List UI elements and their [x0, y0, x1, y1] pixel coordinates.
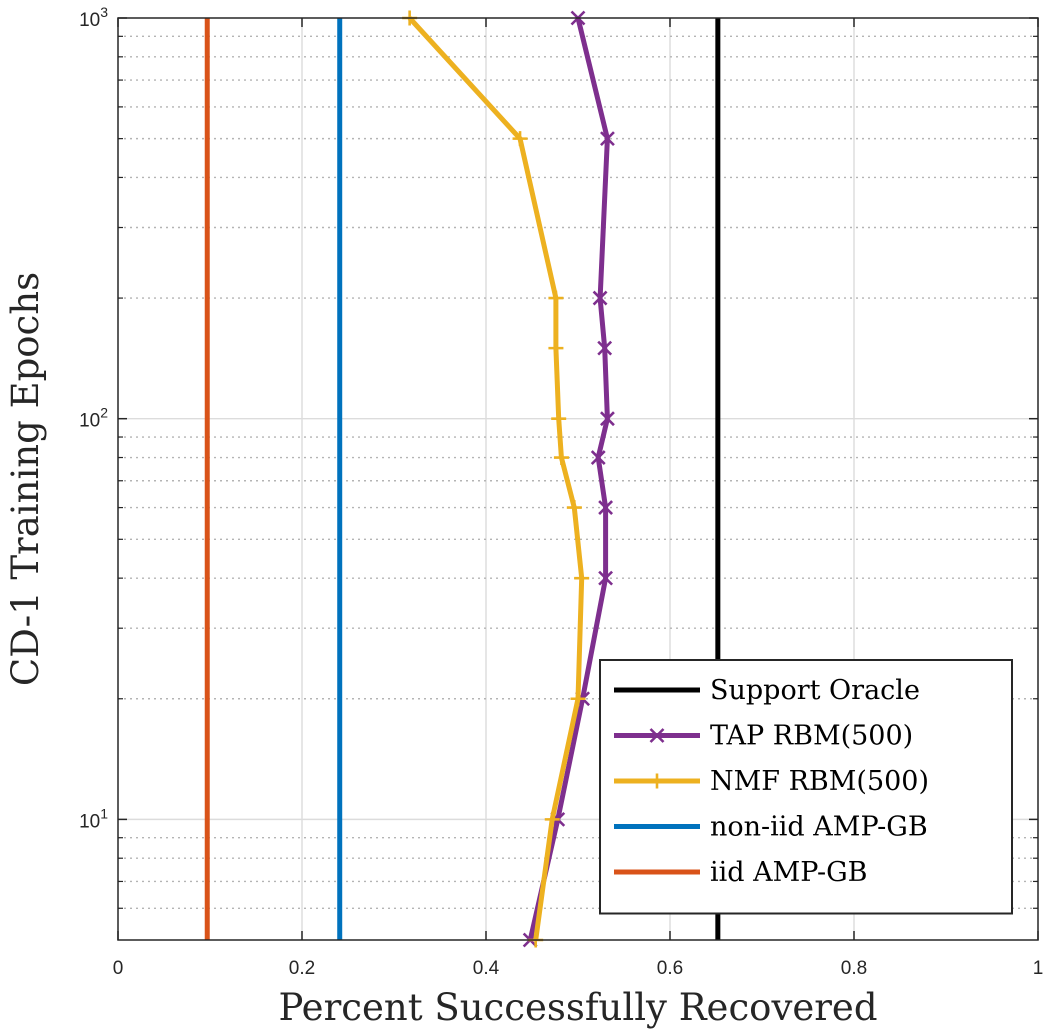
- plot-series: [204, 10, 721, 948]
- plus-marker: [566, 500, 582, 516]
- x-marker: [600, 411, 615, 427]
- x-marker: [598, 500, 614, 516]
- y-tick-label: 101: [79, 805, 108, 832]
- x-tick-label: 0.2: [289, 958, 315, 979]
- x-marker: [649, 728, 665, 743]
- legend-label-iid-amp-gb: iid AMP-GB: [710, 857, 868, 888]
- x-marker: [597, 340, 613, 356]
- legend-label-nmf-rbm-500: NMF RBM(500): [710, 766, 929, 797]
- legend-label-tap-rbm-500: TAP RBM(500): [710, 721, 913, 752]
- x-marker: [598, 570, 614, 586]
- legend: Support Oracle TAP RBM(500) NMF RBM(500) no…: [599, 659, 1013, 915]
- x-tick-label: 0.4: [473, 958, 500, 979]
- axis-ticks: 0 0.2 0.4 0.6 0.8 1 101 102 103: [79, 4, 1043, 979]
- grid: [118, 18, 1038, 940]
- y-axis-label: CD-1 Training Epochs: [4, 272, 47, 686]
- x-tick-label: 1: [1033, 958, 1044, 979]
- y-tick-label: 102: [79, 405, 108, 432]
- x-marker: [590, 450, 606, 465]
- x-tick-label: 0: [113, 958, 124, 979]
- legend-label-non-iid-amp-gb: non-iid AMP-GB: [710, 812, 928, 843]
- legend-label-support-oracle: Support Oracle: [710, 675, 920, 706]
- plus-marker: [548, 340, 564, 356]
- x-axis-label: Percent Successfully Recovered: [278, 986, 877, 1029]
- y-tick-label: 103: [79, 4, 108, 31]
- plus-marker: [574, 570, 590, 586]
- x-tick-label: 0.8: [841, 958, 867, 979]
- x-tick-label: 0.6: [657, 958, 683, 979]
- x-marker: [592, 290, 608, 306]
- axes-box: [117, 17, 1039, 941]
- plus-marker: [544, 811, 560, 827]
- plus-marker: [548, 290, 564, 306]
- plus-marker: [512, 131, 528, 147]
- plus-marker: [551, 411, 567, 427]
- x-marker: [600, 131, 615, 147]
- plus-marker: [553, 450, 569, 466]
- nmf-rbm-500-line: [407, 16, 585, 941]
- plus-marker: [570, 691, 586, 707]
- plus-marker: [649, 773, 665, 789]
